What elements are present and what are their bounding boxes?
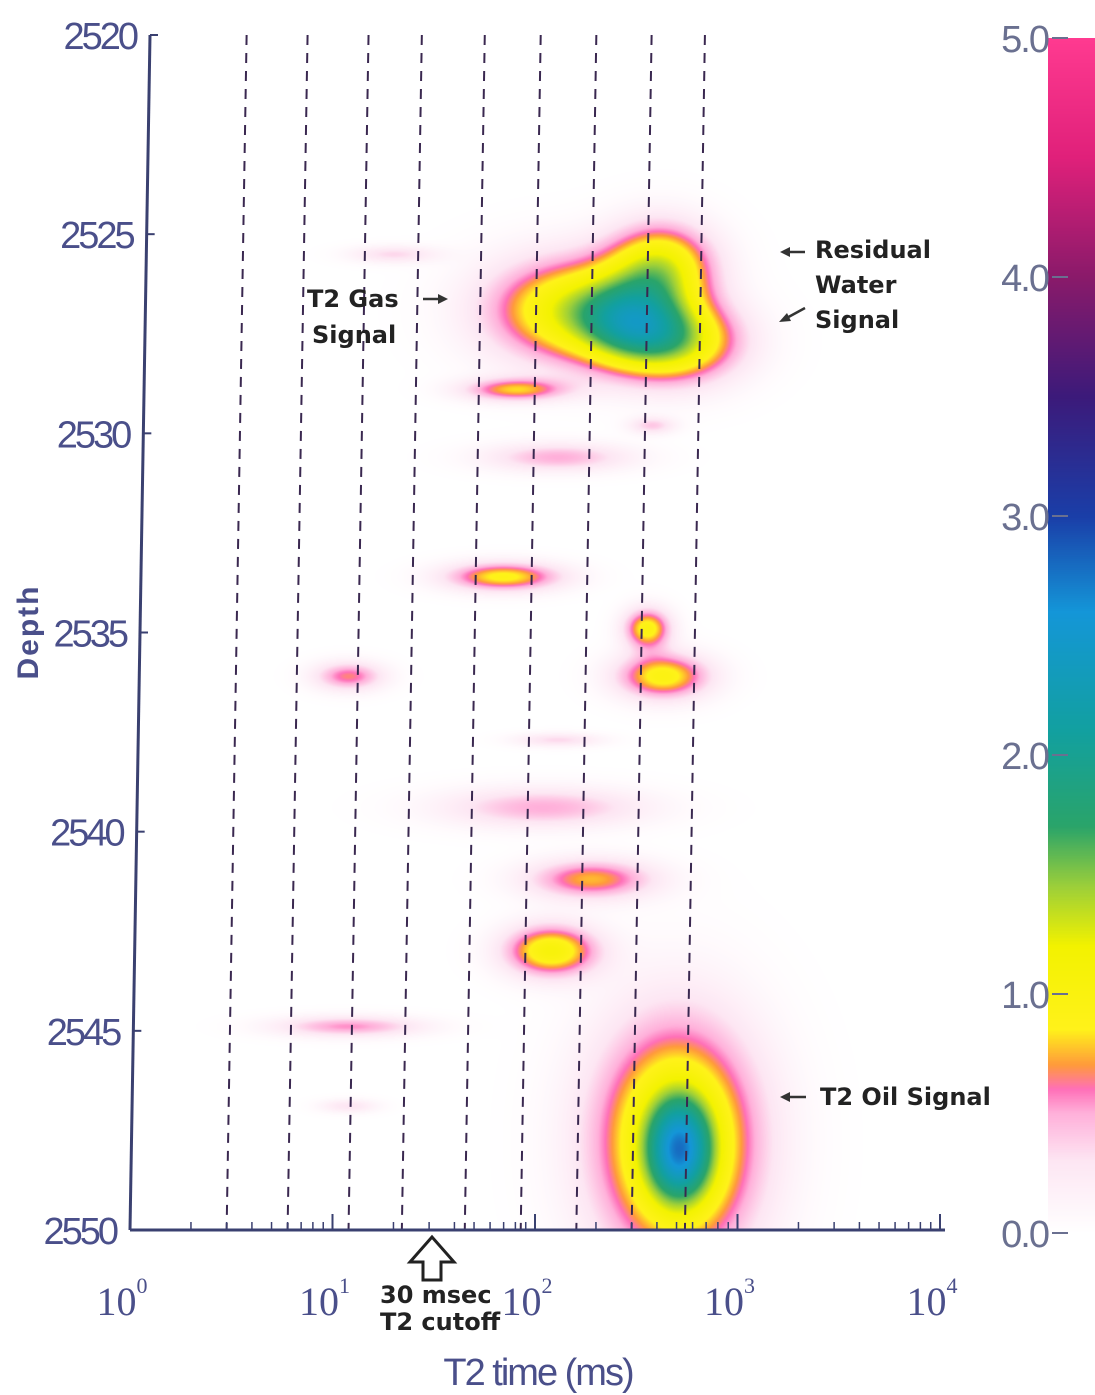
dashed-line: [519, 34, 542, 1231]
y-tick-label: 2550: [43, 1211, 117, 1253]
dashed-line: [463, 34, 486, 1231]
x-axis-title: T2 time (ms): [443, 1352, 633, 1394]
cutoff-annotation: 30 msec T2 cutoff: [380, 1234, 501, 1336]
x-axis-ticks: 100 101 102 103 104: [97, 1214, 958, 1324]
arrowhead-icon: [780, 1092, 790, 1102]
colorbar-tick-label: 5.0: [1001, 19, 1049, 61]
gas-annotation: T2 Gas Signal: [307, 285, 448, 349]
annotation-t2-cutoff: T2 cutoff: [380, 1308, 501, 1336]
y-tick-label: 2535: [53, 614, 127, 656]
dashed-line: [400, 34, 423, 1231]
x-tick-label: 102: [502, 1273, 553, 1324]
cutoff-arrow-icon: [406, 1234, 458, 1282]
dashed-line: [225, 34, 248, 1231]
dashed-reference-lines: [225, 34, 706, 1231]
annotation-gas-signal: Signal: [312, 321, 396, 349]
annotation-t2-gas: T2 Gas: [307, 285, 399, 313]
annotation-t2-oil: T2 Oil Signal: [820, 1083, 991, 1111]
y-tick-label: 2525: [60, 215, 134, 257]
colorbar: 0.0 1.0 2.0 3.0 4.0 5.0: [1001, 19, 1095, 1256]
arrowhead-icon: [438, 294, 448, 304]
dashed-line: [630, 34, 653, 1231]
oil-annotation: T2 Oil Signal: [780, 1083, 991, 1111]
colorbar-tick-label: 4.0: [1001, 258, 1049, 300]
colorbar-ticks: 0.0 1.0 2.0 3.0 4.0 5.0: [1001, 19, 1068, 1256]
dashed-line: [347, 34, 370, 1231]
colorbar-tick-label: 3.0: [1001, 497, 1049, 539]
y-tick-label: 2530: [57, 414, 131, 456]
arrowhead-icon: [780, 247, 790, 257]
colorbar-tick-label: 0.0: [1001, 1214, 1049, 1256]
x-tick-label: 101: [299, 1273, 350, 1324]
heatmap-image: [130, 35, 940, 1230]
arrowhead-icon: [779, 313, 791, 322]
x-tick-label: 100: [97, 1273, 148, 1324]
x-tick-label: 103: [704, 1273, 755, 1324]
annotation-30-msec: 30 msec: [380, 1281, 492, 1309]
dashed-line: [683, 34, 706, 1231]
colorbar-tick-label: 2.0: [1001, 736, 1049, 778]
residual-water-annotation: Residual Water Signal: [779, 236, 931, 334]
dashed-line: [286, 34, 309, 1231]
annotation-signal: Signal: [815, 306, 899, 334]
dashed-line: [575, 34, 598, 1231]
y-axis-ticks: 2520 2525 2530 2535 2540 2545 2550: [43, 16, 158, 1253]
x-tick-label: 104: [907, 1273, 958, 1324]
y-tick-label: 2540: [50, 813, 124, 855]
annotation-water: Water: [815, 271, 897, 299]
y-tick-label: 2520: [63, 16, 137, 58]
annotation-residual: Residual: [815, 236, 931, 264]
y-axis-title: Depth: [12, 585, 45, 680]
y-tick-label: 2545: [47, 1012, 121, 1054]
colorbar-tick-label: 1.0: [1001, 975, 1049, 1017]
